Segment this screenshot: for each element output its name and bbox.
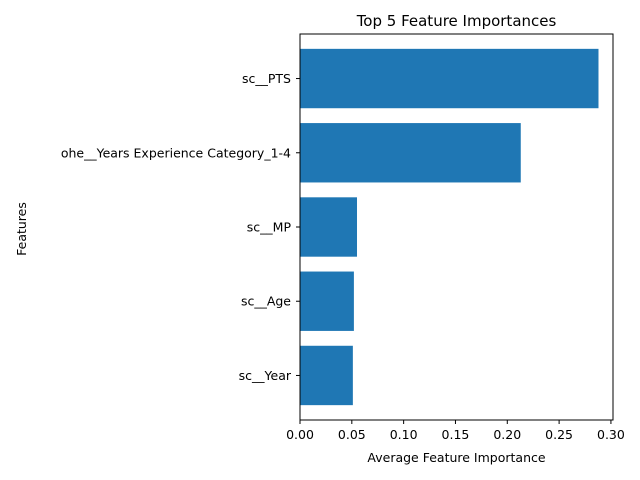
bar	[300, 123, 521, 183]
x-axis-label: Average Feature Importance	[367, 450, 545, 465]
y-tick-label: sc__MP	[247, 220, 292, 235]
bar	[300, 48, 599, 109]
x-tick-label: 0.20	[493, 427, 521, 442]
bar	[300, 345, 353, 406]
x-tick-label: 0.10	[390, 427, 418, 442]
bar	[300, 271, 354, 331]
chart-title: Top 5 Feature Importances	[356, 12, 557, 30]
y-tick-label: sc__Age	[241, 294, 291, 309]
y-tick-label: sc__Year	[239, 368, 292, 383]
y-tick-label: ohe__Years Experience Category_1-4	[61, 145, 291, 160]
x-tick-label: 0.25	[545, 427, 573, 442]
x-tick-label: 0.15	[442, 427, 470, 442]
plot-frame	[299, 33, 614, 421]
x-tick-label: 0.05	[338, 427, 366, 442]
y-ticks-group: sc__PTS ohe__Years Experience Category_1-…	[61, 71, 300, 383]
x-tick-label: 0.00	[286, 427, 314, 442]
bars-group	[300, 48, 599, 406]
y-tick-label: sc__PTS	[242, 71, 291, 86]
x-ticks-group: 0.00 0.05 0.10 0.15 0.20 0.25 0.30	[286, 420, 625, 442]
x-tick-label: 0.30	[597, 427, 625, 442]
y-axis-label: Features	[14, 202, 29, 256]
bar	[300, 197, 358, 257]
